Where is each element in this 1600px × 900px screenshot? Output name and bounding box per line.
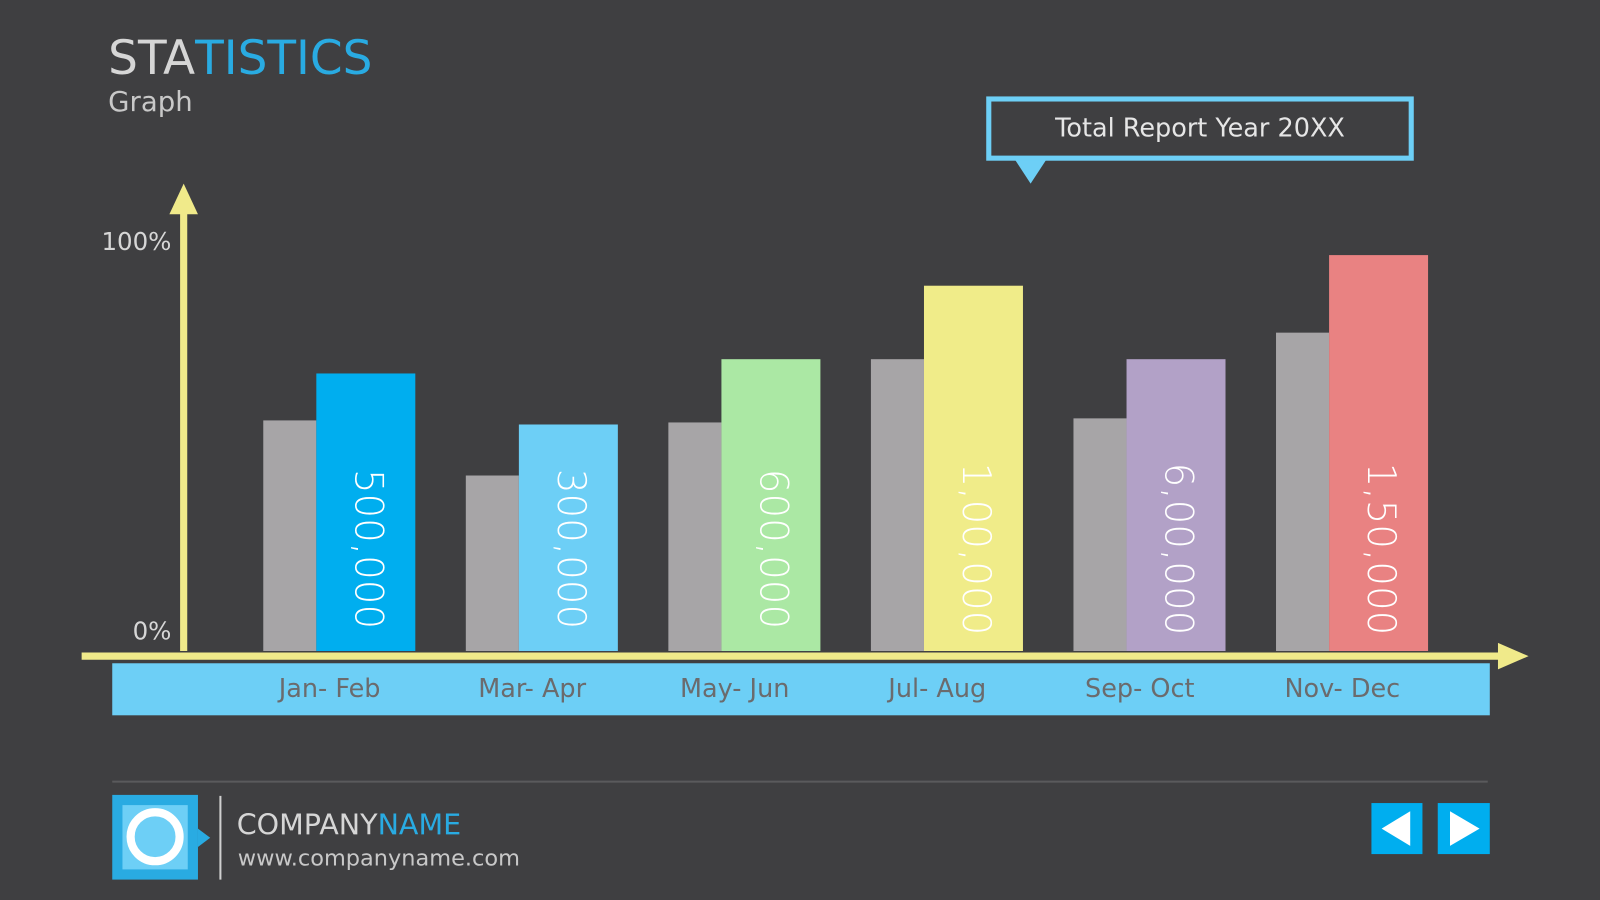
company-url: www.companyname.com bbox=[238, 846, 520, 872]
x-tick-label: Jan- Feb bbox=[277, 674, 381, 704]
bar-previous bbox=[1073, 418, 1127, 652]
callout-text: Total Report Year 20XX bbox=[1054, 114, 1345, 144]
y-tick-label: 100% bbox=[101, 227, 171, 256]
bar-current bbox=[1329, 255, 1429, 652]
bar-current bbox=[316, 373, 416, 652]
x-tick-label: Nov- Dec bbox=[1284, 674, 1400, 704]
subtitle: Graph bbox=[108, 86, 193, 118]
x-tick-label: Mar- Apr bbox=[478, 674, 586, 704]
y-tick-label: 0% bbox=[133, 617, 172, 646]
title-accent: TISTICS bbox=[194, 31, 372, 86]
bar-previous bbox=[668, 422, 722, 652]
bar-previous bbox=[870, 359, 924, 652]
bar-label: 600,000 bbox=[750, 469, 795, 629]
bar-label: 1,50,000 bbox=[1358, 463, 1403, 636]
company-name: COMPANYNAME bbox=[237, 808, 461, 842]
bar-previous bbox=[1276, 332, 1330, 652]
bar-label: 1,00,000 bbox=[953, 463, 998, 636]
company-light: COMPANY bbox=[237, 808, 378, 842]
callout-box bbox=[986, 96, 1414, 161]
chart: 0% 100% 500,000 Jan- Feb 300,000 Mar- Apr 600,… bbox=[101, 227, 1429, 704]
x-tick-label: May- Jun bbox=[680, 674, 789, 704]
logo-ring bbox=[126, 808, 184, 866]
bar-current bbox=[518, 424, 618, 652]
x-axis-arrow bbox=[1497, 642, 1529, 670]
callout-pointer bbox=[1015, 160, 1046, 184]
prev-button[interactable] bbox=[1371, 803, 1423, 855]
next-button[interactable] bbox=[1437, 803, 1490, 855]
bar-label: 300,000 bbox=[548, 469, 593, 629]
bar-current bbox=[1126, 359, 1226, 652]
callout: Total Report Year 20XX bbox=[986, 96, 1414, 184]
bar-previous bbox=[465, 475, 519, 652]
x-tick-label: Jul- Aug bbox=[886, 674, 986, 704]
bar-label: 6,00,000 bbox=[1156, 463, 1201, 636]
title-light: STA bbox=[108, 31, 195, 86]
bar-current bbox=[923, 285, 1023, 652]
next-icon[interactable] bbox=[1450, 811, 1480, 846]
bar-previous bbox=[263, 420, 317, 652]
y-axis-arrow bbox=[169, 183, 198, 215]
logo-pointer bbox=[197, 828, 211, 847]
bar-current bbox=[721, 359, 821, 652]
bar-label: 500,000 bbox=[345, 469, 390, 629]
company-accent: NAME bbox=[378, 808, 462, 842]
prev-icon[interactable] bbox=[1381, 811, 1411, 846]
x-tick-label: Sep- Oct bbox=[1085, 674, 1194, 704]
category-band bbox=[112, 663, 1490, 716]
slide-title: STATISTICS bbox=[108, 31, 372, 86]
